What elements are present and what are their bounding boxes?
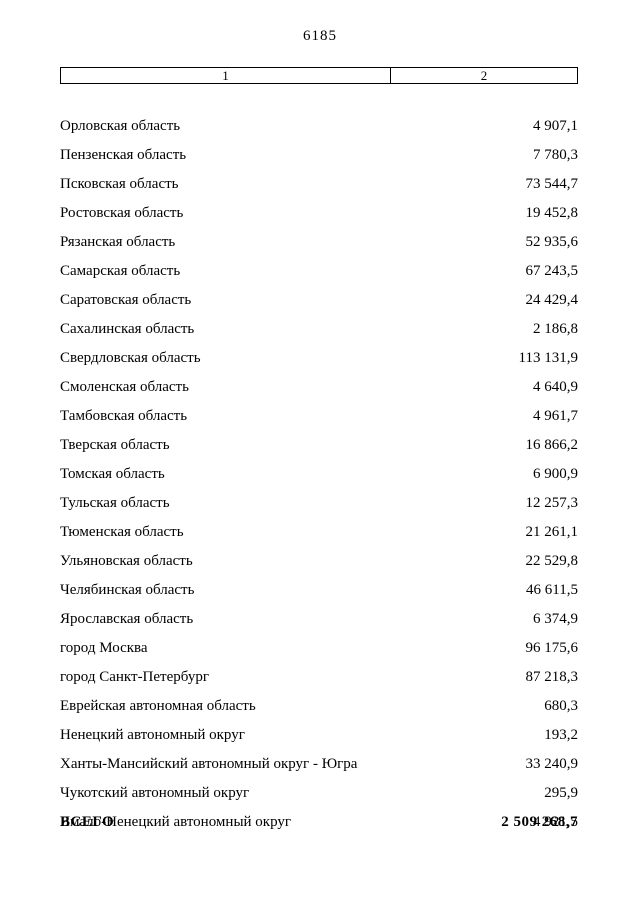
region-value: 73 544,7 xyxy=(525,176,579,192)
region-name: Свердловская область xyxy=(60,350,201,366)
region-name: Чукотский автономный округ xyxy=(60,785,250,801)
region-value: 67 243,5 xyxy=(525,263,579,279)
region-name: Челябинская область xyxy=(60,582,195,598)
table-row: Еврейская автономная область 680,3 xyxy=(60,692,578,721)
region-name: Тверская область xyxy=(60,437,170,453)
region-value: 87 218,3 xyxy=(525,669,579,685)
region-value: 4 907,1 xyxy=(533,118,578,134)
table-row: Ямало-Ненецкий автономный округ 4 921,5 xyxy=(60,808,578,837)
table-row: Тульская область 12 257,3 xyxy=(60,489,578,518)
region-value: 193,2 xyxy=(544,727,578,743)
region-name: Пензенская область xyxy=(60,147,187,163)
table-row: Челябинская область 46 611,5 xyxy=(60,576,578,605)
page-number: 6185 xyxy=(303,28,337,44)
region-name: Ростовская область xyxy=(60,205,184,221)
region-name: город Санкт-Петербург xyxy=(60,669,209,685)
region-value: 21 261,1 xyxy=(525,524,579,540)
region-name: Еврейская автономная область xyxy=(60,698,256,714)
region-name: Ямало-Ненецкий автономный округ xyxy=(60,814,292,830)
region-name: Тульская область xyxy=(60,495,170,511)
table-row: Псковская область 73 544,7 xyxy=(60,170,578,199)
table-row: Тамбовская область 4 961,7 xyxy=(60,402,578,431)
region-value: 12 257,3 xyxy=(525,495,579,511)
table-row: Смоленская область 4 640,9 xyxy=(60,373,578,402)
total-row: ВСЕГО 2 509 268,7 xyxy=(60,814,578,831)
region-name: город Москва xyxy=(60,640,148,656)
region-name: Рязанская область xyxy=(60,234,176,250)
table-row: Рязанская область 52 935,6 xyxy=(60,228,578,257)
region-value: 33 240,9 xyxy=(525,756,579,772)
region-value: 96 175,6 xyxy=(525,640,579,656)
region-value: 6 900,9 xyxy=(533,466,578,482)
region-value: 295,9 xyxy=(544,785,578,801)
table-row: Ненецкий автономный округ 193,2 xyxy=(60,721,578,750)
column-header-row: 1 2 xyxy=(60,67,578,84)
region-name: Ярославская область xyxy=(60,611,194,627)
table-row: Ханты-Мансийский автономный округ - Югра… xyxy=(60,750,578,779)
region-value: 4 640,9 xyxy=(533,379,578,395)
table-row: Ростовская область 19 452,8 xyxy=(60,199,578,228)
region-name: Тюменская область xyxy=(60,524,184,540)
table-row: город Санкт-Петербург 87 218,3 xyxy=(60,663,578,692)
region-value: 22 529,8 xyxy=(525,553,579,569)
region-name: Псковская область xyxy=(60,176,179,192)
region-name: Сахалинская область xyxy=(60,321,195,337)
table-row: Свердловская область 113 131,9 xyxy=(60,344,578,373)
table-row: Томская область 6 900,9 xyxy=(60,460,578,489)
table-row: Тюменская область 21 261,1 xyxy=(60,518,578,547)
region-value: 19 452,8 xyxy=(525,205,579,221)
region-name: Ненецкий автономный округ xyxy=(60,727,245,743)
total-label: ВСЕГО xyxy=(60,814,115,830)
table-row: Сахалинская область 2 186,8 xyxy=(60,315,578,344)
region-value: 46 611,5 xyxy=(526,582,578,598)
region-value: 2 186,8 xyxy=(533,321,578,337)
region-table-body: Орловская область 4 907,1 Пензенская облас… xyxy=(60,112,578,837)
table-row: город Москва 96 175,6 xyxy=(60,634,578,663)
table-row: Чукотский автономный округ 295,9 xyxy=(60,779,578,808)
table-row: Орловская область 4 907,1 xyxy=(60,112,578,141)
table-row: Тверская область 16 866,2 xyxy=(60,431,578,460)
region-name: Ульяновская область xyxy=(60,553,193,569)
region-name: Саратовская область xyxy=(60,292,192,308)
region-value: 4 921,5 xyxy=(533,814,578,830)
region-value: 680,3 xyxy=(544,698,578,714)
region-value: 16 866,2 xyxy=(525,437,579,453)
region-value: 24 429,4 xyxy=(525,292,579,308)
table-row: Пензенская область 7 780,3 xyxy=(60,141,578,170)
region-name: Самарская область xyxy=(60,263,181,279)
region-name: Тамбовская область xyxy=(60,408,188,424)
table-row: Саратовская область 24 429,4 xyxy=(60,286,578,315)
table-row: Ярославская область 6 374,9 xyxy=(60,605,578,634)
region-name: Смоленская область xyxy=(60,379,189,395)
region-value: 52 935,6 xyxy=(525,234,579,250)
region-name: Ханты-Мансийский автономный округ - Югра xyxy=(60,756,358,772)
table-row: Ульяновская область 22 529,8 xyxy=(60,547,578,576)
column-header-2: 2 xyxy=(480,67,488,83)
total-value: 2 509 268,7 xyxy=(501,814,578,830)
region-value: 7 780,3 xyxy=(533,147,578,163)
region-name: Орловская область xyxy=(60,118,181,134)
region-value: 4 961,7 xyxy=(533,408,578,424)
column-header-1: 1 xyxy=(61,68,391,83)
region-value: 6 374,9 xyxy=(533,611,578,627)
table-row: Самарская область 67 243,5 xyxy=(60,257,578,286)
region-value: 113 131,9 xyxy=(518,350,578,366)
region-name: Томская область xyxy=(60,466,165,482)
